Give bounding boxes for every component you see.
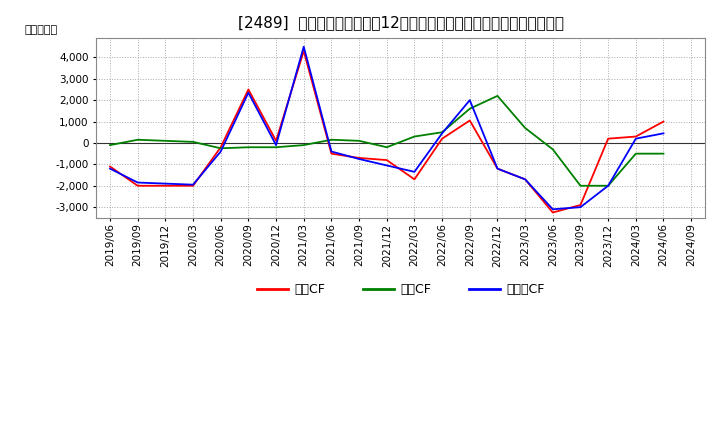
フリーCF [521,177,529,182]
投資CF [604,183,613,188]
Line: フリーCF: フリーCF [110,47,664,209]
投資CF [271,145,280,150]
フリーCF [604,183,613,188]
フリーCF [161,181,170,186]
Line: 投資CF: 投資CF [110,96,664,186]
投資CF [327,137,336,143]
営業CF [189,183,197,188]
フリーCF [465,98,474,103]
投資CF [217,146,225,151]
営業CF [438,136,446,141]
フリーCF [327,149,336,154]
フリーCF [493,166,502,171]
フリーCF [271,143,280,148]
投資CF [549,147,557,152]
営業CF [300,48,308,54]
投資CF [300,143,308,148]
営業CF [631,134,640,139]
営業CF [465,118,474,123]
投資CF [465,106,474,111]
フリーCF [382,163,391,168]
フリーCF [217,149,225,154]
フリーCF [300,44,308,49]
投資CF [438,130,446,135]
フリーCF [660,131,668,136]
フリーCF [106,166,114,171]
投資CF [576,183,585,188]
投資CF [133,137,142,143]
営業CF [161,183,170,188]
投資CF [355,138,364,143]
営業CF [660,119,668,124]
フリーCF [438,131,446,136]
フリーCF [576,205,585,210]
営業CF [493,166,502,171]
営業CF [271,138,280,143]
Legend: 営業CF, 投資CF, フリーCF: 営業CF, 投資CF, フリーCF [252,279,549,301]
営業CF [133,183,142,188]
投資CF [493,93,502,99]
フリーCF [355,156,364,161]
営業CF [382,158,391,163]
Line: 営業CF: 営業CF [110,51,664,213]
営業CF [521,177,529,182]
投資CF [244,145,253,150]
投資CF [631,151,640,156]
フリーCF [410,169,419,175]
営業CF [355,155,364,161]
フリーCF [549,207,557,212]
フリーCF [244,90,253,95]
フリーCF [189,182,197,187]
投資CF [189,139,197,144]
投資CF [106,143,114,148]
フリーCF [133,180,142,185]
営業CF [604,136,613,141]
Y-axis label: （百万円）: （百万円） [24,25,58,34]
Title: [2489]  キャッシュフローの12か月移動合計の対前年同期増減額の推移: [2489] キャッシュフローの12か月移動合計の対前年同期増減額の推移 [238,15,564,30]
投資CF [161,138,170,143]
営業CF [410,177,419,182]
営業CF [327,151,336,156]
営業CF [576,202,585,208]
営業CF [217,145,225,150]
営業CF [244,87,253,92]
投資CF [382,145,391,150]
フリーCF [631,136,640,141]
営業CF [106,164,114,169]
営業CF [549,210,557,215]
投資CF [521,125,529,131]
投資CF [410,134,419,139]
投資CF [660,151,668,156]
